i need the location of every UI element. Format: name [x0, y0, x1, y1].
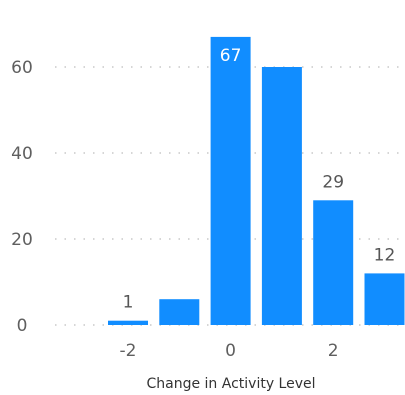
bar-0	[210, 36, 251, 326]
bar-3	[364, 273, 405, 325]
bar--1	[159, 299, 200, 325]
data-label--2: 1	[123, 293, 134, 313]
data-label-3: 12	[374, 245, 396, 265]
data-labels: 1 67 29 12	[123, 46, 396, 313]
bar-2	[313, 200, 354, 325]
x-tick-label: -2	[120, 341, 137, 361]
bar-1	[261, 67, 302, 325]
x-tick-label: 0	[225, 341, 236, 361]
y-tick-label: 60	[11, 58, 33, 78]
y-axis-ticks: 0 20 40 60	[11, 58, 33, 336]
bar--2	[108, 320, 148, 325]
y-tick-label: 20	[11, 230, 33, 250]
data-label-0: 67	[220, 46, 242, 66]
x-axis-title: Change in Activity Level	[146, 376, 315, 392]
bars	[108, 36, 405, 326]
x-tick-label: 2	[328, 341, 339, 361]
x-axis-ticks: -2 0 2	[120, 341, 339, 361]
data-label-2: 29	[322, 172, 344, 192]
y-tick-label: 0	[17, 316, 28, 336]
y-tick-label: 40	[11, 144, 33, 164]
